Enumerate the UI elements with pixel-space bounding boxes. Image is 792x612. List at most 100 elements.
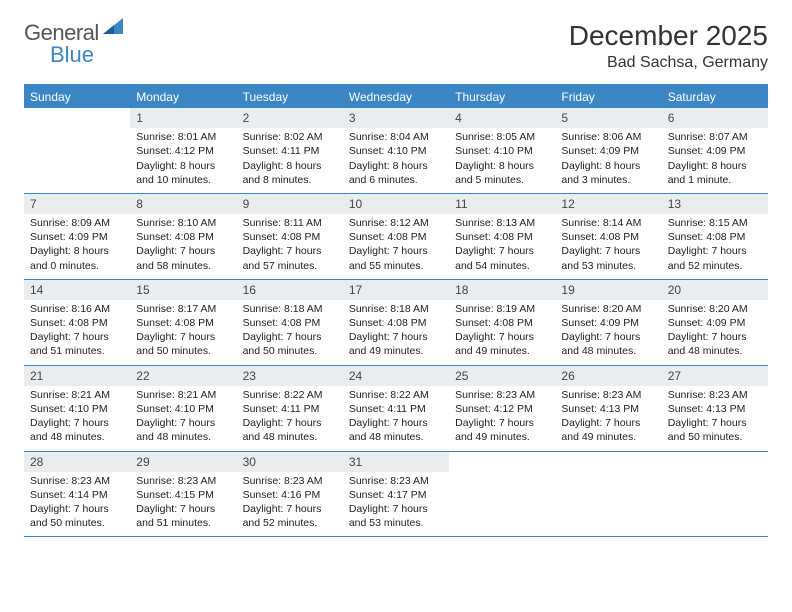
day-content: Sunrise: 8:13 AMSunset: 4:08 PMDaylight:…: [449, 214, 555, 279]
day-line: Sunset: 4:09 PM: [561, 144, 655, 158]
day-cell: 24Sunrise: 8:22 AMSunset: 4:11 PMDayligh…: [343, 366, 449, 451]
day-number: 6: [662, 108, 768, 128]
day-cell: 20Sunrise: 8:20 AMSunset: 4:09 PMDayligh…: [662, 280, 768, 365]
day-line: Sunrise: 8:14 AM: [561, 216, 655, 230]
day-line: Sunset: 4:09 PM: [561, 316, 655, 330]
day-line: Sunset: 4:09 PM: [30, 230, 124, 244]
day-content: Sunrise: 8:10 AMSunset: 4:08 PMDaylight:…: [130, 214, 236, 279]
day-line: Sunset: 4:10 PM: [349, 144, 443, 158]
day-line: and 48 minutes.: [668, 344, 762, 358]
day-cell: 18Sunrise: 8:19 AMSunset: 4:08 PMDayligh…: [449, 280, 555, 365]
day-line: and 52 minutes.: [243, 516, 337, 530]
day-number: [662, 452, 768, 472]
day-line: and 6 minutes.: [349, 173, 443, 187]
day-cell: 8Sunrise: 8:10 AMSunset: 4:08 PMDaylight…: [130, 194, 236, 279]
day-content: Sunrise: 8:23 AMSunset: 4:13 PMDaylight:…: [662, 386, 768, 451]
day-line: Sunset: 4:08 PM: [136, 316, 230, 330]
day-content: Sunrise: 8:16 AMSunset: 4:08 PMDaylight:…: [24, 300, 130, 365]
day-line: and 57 minutes.: [243, 259, 337, 273]
day-cell: 17Sunrise: 8:18 AMSunset: 4:08 PMDayligh…: [343, 280, 449, 365]
day-line: Sunset: 4:08 PM: [349, 230, 443, 244]
day-cell: 29Sunrise: 8:23 AMSunset: 4:15 PMDayligh…: [130, 452, 236, 537]
day-number: 7: [24, 194, 130, 214]
day-line: Daylight: 7 hours: [136, 502, 230, 516]
day-line: Sunset: 4:14 PM: [30, 488, 124, 502]
day-line: and 48 minutes.: [243, 430, 337, 444]
day-line: Sunrise: 8:15 AM: [668, 216, 762, 230]
day-number: 9: [237, 194, 343, 214]
day-content: Sunrise: 8:23 AMSunset: 4:13 PMDaylight:…: [555, 386, 661, 451]
day-content: Sunrise: 8:18 AMSunset: 4:08 PMDaylight:…: [237, 300, 343, 365]
day-empty: [555, 452, 661, 537]
day-line: and 54 minutes.: [455, 259, 549, 273]
day-line: Sunrise: 8:04 AM: [349, 130, 443, 144]
day-cell: 23Sunrise: 8:22 AMSunset: 4:11 PMDayligh…: [237, 366, 343, 451]
day-content: Sunrise: 8:04 AMSunset: 4:10 PMDaylight:…: [343, 128, 449, 193]
day-line: Daylight: 7 hours: [30, 330, 124, 344]
day-line: Sunset: 4:08 PM: [455, 316, 549, 330]
day-line: Daylight: 7 hours: [136, 330, 230, 344]
day-line: Daylight: 7 hours: [349, 416, 443, 430]
day-line: and 1 minute.: [668, 173, 762, 187]
day-number: 20: [662, 280, 768, 300]
dow-friday: Friday: [555, 86, 661, 108]
day-content: Sunrise: 8:18 AMSunset: 4:08 PMDaylight:…: [343, 300, 449, 365]
day-line: Sunset: 4:11 PM: [243, 402, 337, 416]
day-line: Sunset: 4:08 PM: [30, 316, 124, 330]
day-content: Sunrise: 8:21 AMSunset: 4:10 PMDaylight:…: [130, 386, 236, 451]
day-line: Sunset: 4:10 PM: [455, 144, 549, 158]
day-line: Sunrise: 8:22 AM: [349, 388, 443, 402]
day-line: and 10 minutes.: [136, 173, 230, 187]
day-line: Sunset: 4:08 PM: [243, 230, 337, 244]
month-title: December 2025: [569, 20, 768, 52]
day-content: [24, 128, 130, 136]
day-line: Sunrise: 8:11 AM: [243, 216, 337, 230]
day-line: Daylight: 7 hours: [455, 244, 549, 258]
day-line: Daylight: 7 hours: [243, 244, 337, 258]
day-line: Sunrise: 8:02 AM: [243, 130, 337, 144]
day-content: Sunrise: 8:01 AMSunset: 4:12 PMDaylight:…: [130, 128, 236, 193]
day-number: [555, 452, 661, 472]
day-line: Daylight: 8 hours: [561, 159, 655, 173]
header: General December 2025 Bad Sachsa, German…: [24, 20, 768, 72]
day-number: 4: [449, 108, 555, 128]
dow-thursday: Thursday: [449, 86, 555, 108]
day-number: 22: [130, 366, 236, 386]
day-empty: [662, 452, 768, 537]
day-cell: 7Sunrise: 8:09 AMSunset: 4:09 PMDaylight…: [24, 194, 130, 279]
day-number: [24, 108, 130, 128]
day-line: and 48 minutes.: [136, 430, 230, 444]
dow-tuesday: Tuesday: [237, 86, 343, 108]
day-line: and 51 minutes.: [30, 344, 124, 358]
day-line: Daylight: 7 hours: [455, 330, 549, 344]
day-line: Sunrise: 8:07 AM: [668, 130, 762, 144]
day-content: Sunrise: 8:20 AMSunset: 4:09 PMDaylight:…: [555, 300, 661, 365]
day-content: Sunrise: 8:23 AMSunset: 4:17 PMDaylight:…: [343, 472, 449, 537]
day-line: Daylight: 7 hours: [30, 502, 124, 516]
day-line: Sunrise: 8:13 AM: [455, 216, 549, 230]
day-content: Sunrise: 8:23 AMSunset: 4:16 PMDaylight:…: [237, 472, 343, 537]
day-line: Daylight: 7 hours: [243, 416, 337, 430]
day-line: Daylight: 7 hours: [349, 502, 443, 516]
day-line: and 49 minutes.: [349, 344, 443, 358]
day-number: 15: [130, 280, 236, 300]
day-line: and 48 minutes.: [349, 430, 443, 444]
day-line: Sunset: 4:09 PM: [668, 316, 762, 330]
day-line: Sunrise: 8:23 AM: [668, 388, 762, 402]
day-number: 19: [555, 280, 661, 300]
day-line: Sunrise: 8:17 AM: [136, 302, 230, 316]
day-content: Sunrise: 8:21 AMSunset: 4:10 PMDaylight:…: [24, 386, 130, 451]
day-line: and 8 minutes.: [243, 173, 337, 187]
day-cell: 14Sunrise: 8:16 AMSunset: 4:08 PMDayligh…: [24, 280, 130, 365]
day-cell: 30Sunrise: 8:23 AMSunset: 4:16 PMDayligh…: [237, 452, 343, 537]
day-cell: 13Sunrise: 8:15 AMSunset: 4:08 PMDayligh…: [662, 194, 768, 279]
day-line: Sunrise: 8:01 AM: [136, 130, 230, 144]
day-line: Daylight: 7 hours: [30, 416, 124, 430]
day-content: Sunrise: 8:06 AMSunset: 4:09 PMDaylight:…: [555, 128, 661, 193]
day-content: Sunrise: 8:15 AMSunset: 4:08 PMDaylight:…: [662, 214, 768, 279]
brand-part2: Blue: [50, 42, 94, 68]
day-number: 8: [130, 194, 236, 214]
day-line: Sunrise: 8:23 AM: [30, 474, 124, 488]
day-content: [555, 472, 661, 480]
day-cell: 1Sunrise: 8:01 AMSunset: 4:12 PMDaylight…: [130, 108, 236, 193]
